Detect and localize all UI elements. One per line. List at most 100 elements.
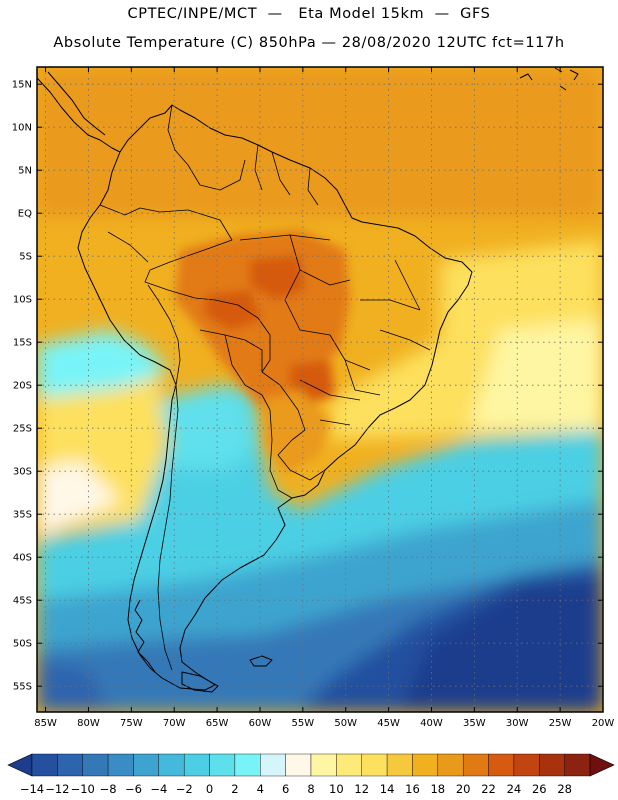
colorbar-label: −14 bbox=[20, 782, 44, 796]
longitude-label: 20W bbox=[592, 718, 615, 729]
colorbar-label: 14 bbox=[380, 782, 395, 796]
colorbar-label: 0 bbox=[206, 782, 213, 796]
field-pacific-pale bbox=[37, 460, 120, 540]
colorbar-label: 20 bbox=[456, 782, 471, 796]
colorbar-label: 6 bbox=[282, 782, 289, 796]
colorbar-bin bbox=[336, 753, 362, 777]
colorbar-bin bbox=[158, 753, 185, 777]
colorbar-label: 10 bbox=[329, 782, 344, 796]
colorbar-bin bbox=[412, 753, 439, 777]
field-southeast-core bbox=[400, 580, 603, 712]
latitude-label: 50S bbox=[13, 639, 32, 650]
border-andes bbox=[147, 284, 181, 671]
latitude-label: 45S bbox=[13, 596, 32, 607]
longitude-label: 25W bbox=[549, 718, 572, 729]
latitude-label: 15N bbox=[12, 80, 32, 91]
temperature-field bbox=[37, 67, 603, 712]
colorbar-bin bbox=[133, 753, 160, 777]
border-bolivia-paraguay bbox=[199, 329, 263, 396]
colorbar-label: 18 bbox=[430, 782, 445, 796]
colorbar-bin bbox=[564, 753, 591, 777]
latitude-label: EQ bbox=[18, 209, 32, 220]
colorbar-label: 4 bbox=[257, 782, 264, 796]
latitude-label: 55S bbox=[13, 682, 32, 693]
colorbar-bin bbox=[209, 753, 236, 777]
latitude-label: 20S bbox=[13, 381, 32, 392]
field-southwest-corner bbox=[37, 660, 110, 712]
colorbar-bin bbox=[437, 753, 464, 777]
colorbar-label: 26 bbox=[532, 782, 547, 796]
latitude-label: 10N bbox=[12, 123, 32, 134]
colorbar-bin bbox=[310, 753, 337, 777]
latitude-label: 5N bbox=[18, 166, 32, 177]
chile-archipelago bbox=[134, 599, 156, 673]
colorbar-label: 24 bbox=[507, 782, 522, 796]
colorbar-label: 12 bbox=[354, 782, 369, 796]
colorbar-bin bbox=[488, 753, 515, 777]
colorbar-label: −4 bbox=[150, 782, 167, 796]
colorbar-label: −12 bbox=[45, 782, 69, 796]
longitude-label: 30W bbox=[506, 718, 529, 729]
colorbar-bin bbox=[183, 753, 210, 777]
tierra-del-fuego bbox=[181, 671, 219, 693]
latitude-label: 15S bbox=[13, 338, 32, 349]
colorbar-bin bbox=[285, 753, 312, 777]
colorbar-bin bbox=[361, 753, 388, 777]
colorbar-low-arrow bbox=[7, 753, 33, 777]
latitude-label: 10S bbox=[13, 295, 32, 306]
map-frame bbox=[36, 66, 604, 713]
longitude-label: 65W bbox=[206, 718, 229, 729]
colorbar-high-arrow bbox=[589, 753, 615, 777]
border-brazil-south bbox=[261, 371, 326, 481]
colorbar-bin bbox=[260, 753, 286, 777]
field-atlantic-pale bbox=[470, 320, 603, 430]
colorbar-bin bbox=[513, 753, 540, 777]
latitude-label: 40S bbox=[13, 553, 32, 564]
graticule bbox=[37, 67, 604, 712]
colorbar-bin bbox=[31, 753, 58, 777]
map-ticks bbox=[37, 67, 604, 712]
field-hot-core-north bbox=[250, 255, 305, 300]
longitude-labels: 85W 80W 75W 70W 65W 60W 55W 50W 45W 40W 35W 30W 25W 2… bbox=[34, 718, 614, 729]
colorbar-bin bbox=[82, 753, 109, 777]
colorbar-label: −6 bbox=[125, 782, 142, 796]
longitude-label: 45W bbox=[377, 718, 400, 729]
field-argentina-cyan bbox=[160, 385, 255, 470]
longitude-label: 35W bbox=[463, 718, 486, 729]
latitude-labels: 15N 10N 5N EQ 5S 10S 15S 20S 25S 30S 35S 40S 45S 50S 5… bbox=[12, 80, 32, 693]
longitude-label: 55W bbox=[292, 718, 315, 729]
colorbar-bin bbox=[462, 753, 489, 777]
latitude-label: 35S bbox=[13, 510, 32, 521]
field-tropical-band bbox=[37, 67, 603, 217]
map-title-line-1: CPTEC/INPE/MCT — Eta Model 15km — GFS bbox=[127, 6, 491, 22]
longitude-label: 75W bbox=[120, 718, 143, 729]
central-america-coastline bbox=[37, 71, 121, 153]
colorbar bbox=[7, 753, 615, 777]
border-argentina-uruguay bbox=[261, 394, 293, 499]
map-title-line-2: Absolute Temperature (C) 850hPa — 28/08/… bbox=[53, 35, 565, 51]
colorbar-label: 2 bbox=[231, 782, 238, 796]
border-colombia-venezuela bbox=[167, 104, 246, 191]
colorbar-labels: −14 −12 −10 −8 −6 −4 −2 0 2 4 6 8 10 12 14 16 18 20 22 24 26… bbox=[20, 782, 572, 796]
latitude-label: 30S bbox=[13, 467, 32, 478]
field-hot-core-bolivia bbox=[205, 290, 262, 330]
caribbean-islands bbox=[519, 67, 579, 91]
colorbar-bin bbox=[539, 753, 565, 777]
coastlines bbox=[37, 67, 579, 693]
colorbar-label: 8 bbox=[307, 782, 314, 796]
border-brazil-states bbox=[239, 234, 431, 426]
latitude-label: 5S bbox=[19, 252, 32, 263]
colorbar-label: −8 bbox=[100, 782, 117, 796]
border-brazil-west bbox=[144, 209, 271, 373]
latitude-label: 25S bbox=[13, 424, 32, 435]
longitude-label: 80W bbox=[77, 718, 100, 729]
colorbar-label: 16 bbox=[405, 782, 420, 796]
colorbar-bin bbox=[57, 753, 83, 777]
field-pacific-cyan bbox=[37, 330, 170, 398]
colorbar-bin bbox=[234, 753, 261, 777]
colorbar-bin bbox=[107, 753, 134, 777]
longitude-label: 50W bbox=[334, 718, 357, 729]
south-america-coastline bbox=[77, 104, 473, 691]
colorbar-label: −2 bbox=[176, 782, 193, 796]
